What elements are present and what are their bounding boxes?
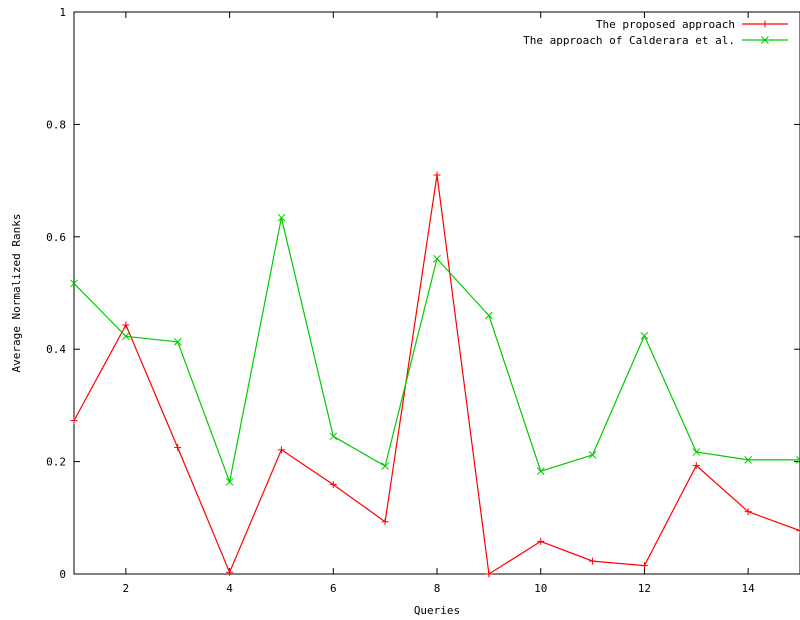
series-line xyxy=(73,217,800,485)
data-point xyxy=(122,321,130,329)
y-tick-label: 0.4 xyxy=(46,343,66,356)
data-point xyxy=(225,477,234,486)
data-point xyxy=(796,456,800,464)
y-tick-label: 0.2 xyxy=(46,456,66,469)
data-point xyxy=(70,279,78,288)
x-tick-label: 10 xyxy=(534,582,547,595)
data-point xyxy=(692,448,701,456)
y-axis-ticks: 0 0.2 0.4 0.6 0.8 1 xyxy=(46,6,800,581)
y-tick-label: 1 xyxy=(59,6,66,19)
data-point xyxy=(796,527,800,535)
y-axis-label: Average Normalized Ranks xyxy=(10,214,23,373)
legend: The proposed approach The approach of Cal… xyxy=(523,18,788,47)
plot-frame xyxy=(73,11,800,575)
data-point xyxy=(761,36,769,44)
data-point xyxy=(174,444,182,452)
data-point xyxy=(761,20,769,28)
data-point xyxy=(588,451,597,459)
y-tick-label: 0 xyxy=(59,568,66,581)
data-point xyxy=(744,456,752,464)
x-tick-label: 12 xyxy=(638,582,651,595)
x-tick-label: 6 xyxy=(330,582,337,595)
data-point xyxy=(537,537,545,545)
data-point xyxy=(692,462,700,470)
legend-label: The approach of Calderara et al. xyxy=(523,34,735,47)
data-point xyxy=(70,417,78,425)
data-point xyxy=(277,446,285,454)
data-point xyxy=(173,338,182,346)
legend-label: The proposed approach xyxy=(596,18,735,31)
data-point xyxy=(226,568,234,576)
data-point xyxy=(329,481,337,489)
data-point xyxy=(122,332,130,341)
data-point xyxy=(433,171,441,179)
data-point xyxy=(640,562,648,570)
data-point xyxy=(433,254,441,263)
data-point xyxy=(744,508,752,516)
data-point xyxy=(277,213,286,222)
series-layer xyxy=(70,171,800,578)
data-point xyxy=(329,432,338,441)
data-point xyxy=(640,331,649,340)
data-point xyxy=(381,462,389,470)
x-tick-label: 8 xyxy=(434,582,441,595)
x-axis-ticks: 2 4 6 8 10 12 14 xyxy=(123,12,756,595)
series-line xyxy=(73,174,800,576)
data-point xyxy=(589,557,597,565)
x-axis-label: Queries xyxy=(414,604,460,617)
y-tick-label: 0.6 xyxy=(46,231,66,244)
x-tick-label: 4 xyxy=(226,582,233,595)
x-tick-label: 2 xyxy=(123,582,130,595)
data-point xyxy=(381,518,389,526)
data-point xyxy=(536,467,545,476)
x-tick-label: 14 xyxy=(742,582,756,595)
data-point xyxy=(485,570,493,578)
data-point xyxy=(485,311,493,320)
y-tick-label: 0.8 xyxy=(46,118,66,131)
